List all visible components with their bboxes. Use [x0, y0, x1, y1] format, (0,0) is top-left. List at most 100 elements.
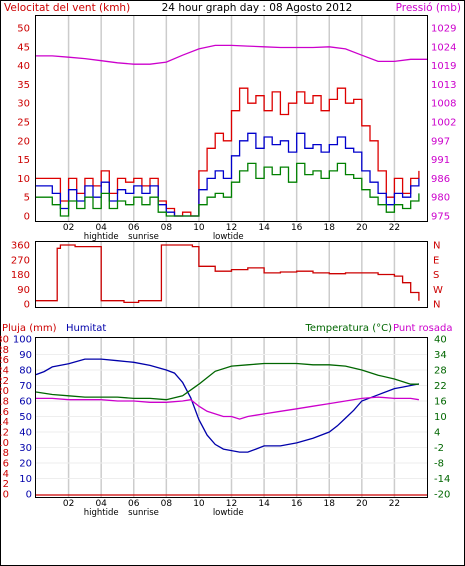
- x-tick-label: 04: [95, 499, 107, 509]
- direction-y-tick: 90: [17, 285, 30, 296]
- rain-y-tick: 18: [0, 397, 9, 408]
- climate-grid: [36, 338, 427, 497]
- wind-y-tick: 35: [17, 80, 30, 91]
- direction-y-tick: 270: [11, 255, 30, 266]
- temperature-y-tick: 34: [434, 350, 447, 361]
- wind-y-tick: 30: [17, 99, 30, 110]
- wind-series-layer: [36, 44, 427, 217]
- x-tick-label: 14: [258, 499, 270, 509]
- x-tick-label: 16: [291, 499, 303, 509]
- humidity-y-tick: 20: [19, 459, 32, 470]
- climate-panel-border: [35, 337, 428, 498]
- temperature-y-tick: 16: [434, 397, 447, 408]
- x-tick-label: 10: [193, 223, 205, 233]
- temperature-y-tick: 28: [434, 366, 447, 377]
- x-tick-label: 08: [161, 223, 173, 233]
- pressure-y-tick: 997: [431, 136, 450, 147]
- x-tick-label: 22: [389, 499, 400, 509]
- wind-panel-border: [35, 15, 428, 222]
- rain-axis-left: 024681012141618202224262830: [0, 335, 9, 501]
- wind-direction-line: [36, 244, 420, 304]
- wind-y-tick: 15: [17, 155, 30, 166]
- humidity-y-tick: 70: [19, 381, 32, 392]
- wind-y-tick: 40: [17, 61, 30, 72]
- wind-title: Velocitat del vent (kmh): [4, 2, 130, 14]
- x-marker-label: sunrise: [128, 232, 159, 242]
- humidity-line: [35, 358, 420, 453]
- x-tick-label: 18: [324, 499, 336, 509]
- rain-y-tick: 10: [0, 438, 9, 449]
- x-tick-label: 08: [161, 499, 173, 509]
- rain-y-tick: 20: [0, 386, 9, 397]
- humidity-y-tick: 100: [13, 335, 32, 346]
- wind-y-tick: 0: [24, 212, 30, 223]
- wind-y-tick: 10: [17, 174, 30, 185]
- wind-y-tick: 45: [17, 42, 30, 53]
- compass-tick: S: [433, 270, 439, 281]
- rain-y-tick: 22: [0, 376, 9, 387]
- rain-y-tick: 0: [3, 490, 9, 501]
- wind-axis-left: 0 5 10 15 20 25 30 35 40 45 50: [17, 24, 30, 223]
- direction-y-tick: 0: [24, 300, 30, 311]
- rain-y-tick: 6: [3, 459, 9, 470]
- dewpoint-line: [36, 396, 420, 420]
- x-tick-label: 12: [226, 499, 237, 509]
- temperature-y-tick: -14: [434, 474, 450, 485]
- dewpoint-title: Punt rosada: [393, 323, 452, 334]
- pressure-y-tick: 991: [431, 155, 450, 166]
- rain-y-tick: 16: [0, 407, 9, 418]
- compass-tick: N: [433, 241, 440, 252]
- x-tick-label: 12: [226, 223, 237, 233]
- humidity-y-tick: 10: [19, 474, 32, 485]
- pressure-y-tick: 986: [431, 174, 450, 185]
- temperature-line: [35, 362, 419, 401]
- direction-y-tick: 180: [11, 270, 30, 281]
- rain-y-tick: 14: [0, 417, 9, 428]
- humidity-y-tick: 30: [19, 443, 32, 454]
- x-tick-label: 18: [324, 223, 336, 233]
- climate-x-axis: 02 04 06 08 10 12 14 16 18 20 22 hightide sunrise low…: [63, 499, 400, 518]
- x-tick-label: 02: [63, 499, 74, 509]
- rain-y-tick: 8: [3, 448, 9, 459]
- pressure-y-tick: 1002: [431, 118, 456, 129]
- x-marker-label: hightide: [84, 232, 119, 242]
- pressure-title: Pressió (mb): [396, 2, 461, 14]
- humidity-axis-left: 0 10 20 30 40 50 60 70 80 90 100: [13, 335, 32, 501]
- temperature-y-tick: -8: [434, 459, 444, 470]
- humidity-y-tick: 50: [19, 412, 32, 423]
- x-tick-label: 14: [258, 223, 270, 233]
- direction-y-tick: 360: [11, 241, 30, 252]
- humidity-y-tick: 40: [19, 428, 32, 439]
- wind-gust-line: [36, 87, 420, 217]
- wind-low-line: [36, 162, 420, 217]
- pressure-line: [36, 44, 427, 65]
- wind-y-tick: 20: [17, 136, 30, 147]
- temperature-y-tick: 4: [434, 428, 440, 439]
- temperature-axis-right: -20 -14 -8 -2 4 10 16 22 28 34 40: [434, 335, 450, 501]
- graph-title: 24 hour graph day : 08 Agosto 2012: [162, 2, 353, 14]
- x-tick-label: 06: [128, 499, 140, 509]
- x-tick-label: 20: [356, 499, 368, 509]
- temperature-y-tick: -20: [434, 490, 450, 501]
- temperature-y-tick: 10: [434, 412, 447, 423]
- wind-y-tick: 25: [17, 118, 30, 129]
- temperature-y-tick: 22: [434, 381, 447, 392]
- x-tick-label: 20: [356, 223, 368, 233]
- pressure-y-tick: 980: [431, 193, 450, 204]
- direction-panel-border: [35, 241, 428, 308]
- climate-series-layer: [35, 358, 427, 496]
- direction-series-layer: [36, 244, 420, 304]
- temperature-y-tick: -2: [434, 443, 444, 454]
- x-tick-label: 02: [63, 223, 74, 233]
- compass-tick: N: [433, 300, 440, 311]
- compass-tick: W: [433, 285, 443, 296]
- x-marker-label: lowtide: [213, 508, 244, 518]
- humidity-y-tick: 60: [19, 397, 32, 408]
- pressure-y-tick: 1013: [431, 80, 456, 91]
- humidity-y-tick: 0: [26, 490, 32, 501]
- pressure-axis-right: 975 980 986 991 997 1002 1008 1013 1019 1024 1029: [431, 24, 456, 223]
- rain-y-tick: 2: [3, 479, 9, 490]
- pressure-y-tick: 1008: [431, 99, 456, 110]
